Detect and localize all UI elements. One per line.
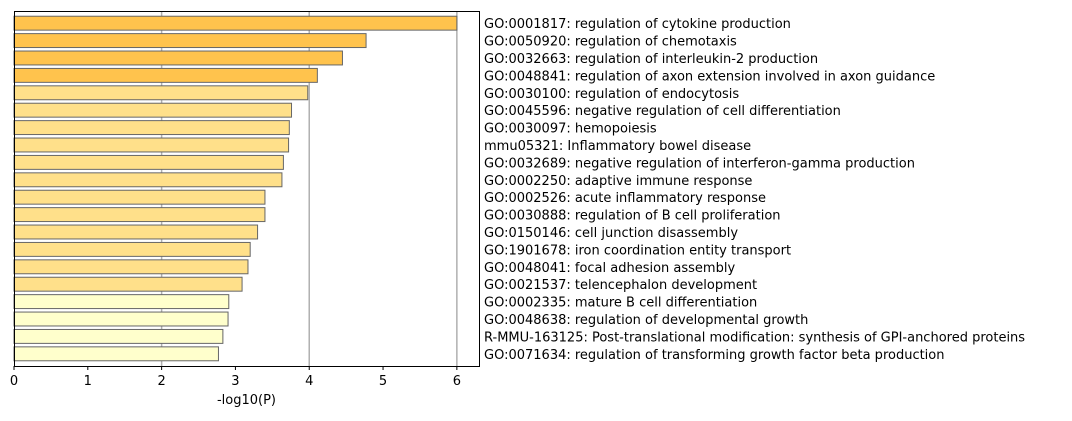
category-label-11: GO:0002526: acute inflammatory response [484,191,766,206]
bar-14 [13,241,251,257]
x-tick-label-1: 1 [84,374,92,389]
bar-4 [13,67,318,83]
bar-12 [13,207,266,223]
bar-5 [13,85,309,101]
x-tick-label-0: 0 [10,374,18,389]
category-label-12: GO:0030888: regulation of B cell prolife… [484,209,781,224]
x-tick-label-5: 5 [379,374,387,389]
bar-19 [13,328,224,344]
bar-6 [13,102,293,118]
bar-3 [13,50,343,66]
bar-8 [13,137,290,153]
bar-9 [13,154,284,170]
category-label-17: GO:0002335: mature B cell differentiatio… [484,296,757,311]
category-label-10: GO:0002250: adaptive immune response [484,174,752,189]
bar-1 [13,15,458,31]
bar-13 [13,224,259,240]
category-label-7: GO:0030097: hemopoiesis [484,122,657,137]
plot-frame [14,11,480,367]
category-labels: GO:0001817: regulation of cytokine produ… [484,17,1025,363]
x-axis: 0 1 2 3 4 5 6 [10,366,461,389]
category-label-2: GO:0050920: regulation of chemotaxis [484,35,737,50]
bar-18 [13,311,229,327]
bar-20 [13,346,219,362]
category-label-1: GO:0001817: regulation of cytokine produ… [484,17,791,32]
category-label-9: GO:0032689: negative regulation of inter… [484,156,915,171]
category-label-20: GO:0071634: regulation of transforming g… [484,348,945,363]
category-label-13: GO:0150146: cell junction disassembly [484,226,738,241]
category-label-19: R-MMU-163125: Post-translational modific… [484,330,1025,345]
category-label-15: GO:0048041: focal adhesion assembly [484,261,735,276]
bar-10 [13,172,283,188]
bar-15 [13,259,249,275]
x-tick-label-4: 4 [305,374,313,389]
category-label-16: GO:0021537: telencephalon development [484,278,757,293]
category-label-4: GO:0048841: regulation of axon extension… [484,69,935,84]
bar-11 [13,189,266,205]
category-label-18: GO:0048638: regulation of developmental … [484,313,808,328]
x-tick-label-2: 2 [157,374,165,389]
x-tick-label-6: 6 [453,374,461,389]
x-tick-label-3: 3 [231,374,239,389]
category-label-5: GO:0030100: regulation of endocytosis [484,87,739,102]
bars [13,15,458,362]
bar-2 [13,33,367,49]
category-label-14: GO:1901678: iron coordination entity tra… [484,243,791,258]
category-label-3: GO:0032663: regulation of interleukin-2 … [484,52,818,67]
bar-16 [13,276,243,292]
bar-7 [13,120,290,136]
x-axis-label: -log10(P) [217,393,276,408]
category-label-8: mmu05321: Inflammatory bowel disease [484,139,751,154]
bar-17 [13,294,230,310]
category-label-6: GO:0045596: negative regulation of cell … [484,104,841,119]
